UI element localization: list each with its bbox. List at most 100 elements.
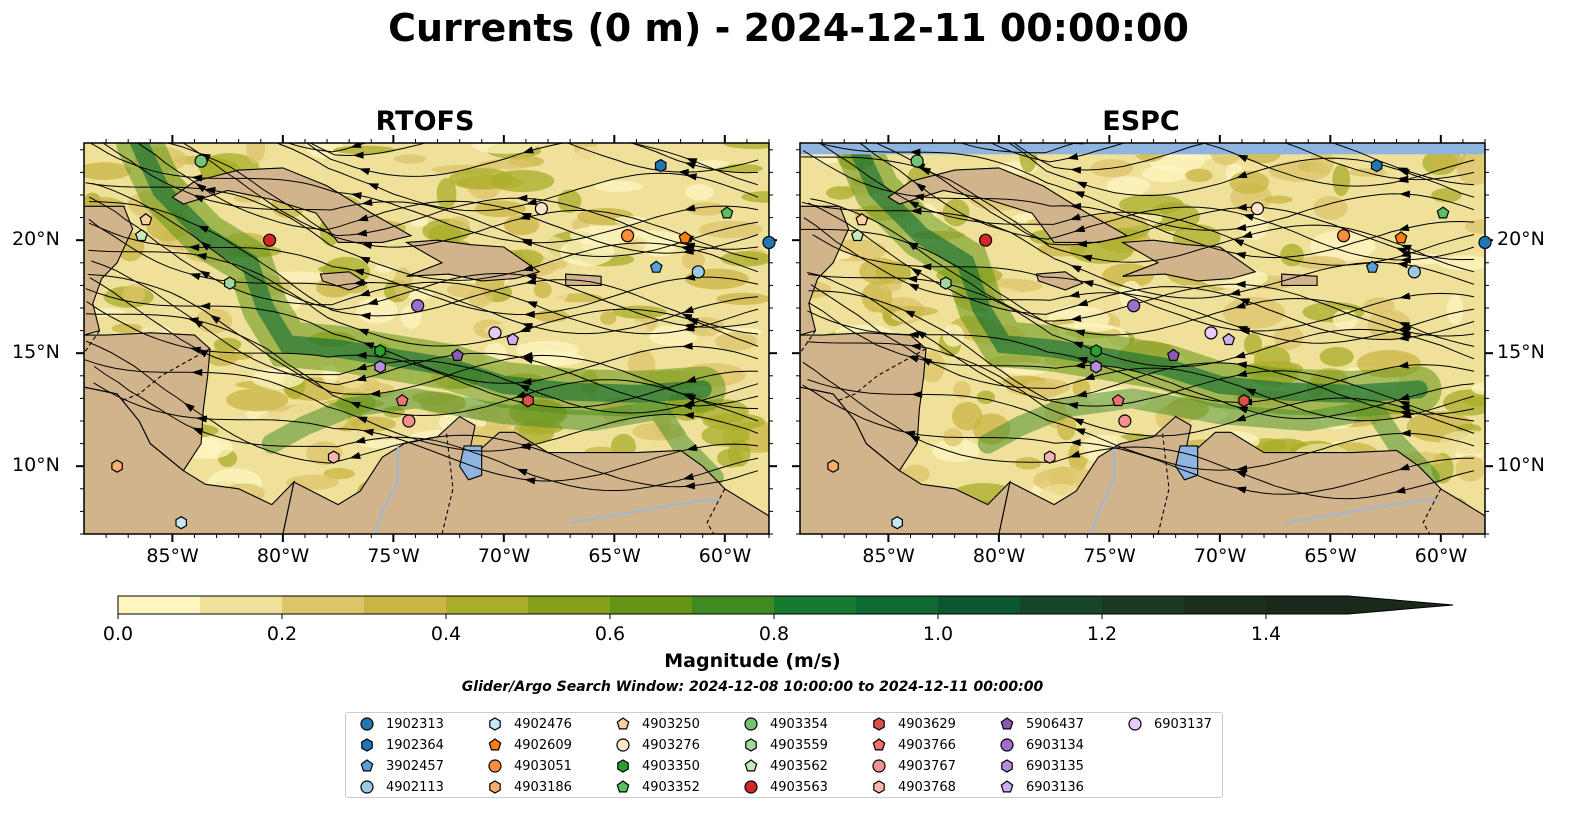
streamline-arrow bbox=[355, 351, 367, 359]
streamline-arrow bbox=[1073, 329, 1086, 337]
country-border bbox=[800, 330, 816, 354]
magnitude-patch bbox=[714, 331, 757, 351]
colorbar-segment bbox=[364, 596, 447, 614]
streamline-arrow bbox=[195, 183, 207, 193]
figure-title: Currents (0 m) - 2024-12-11 00:00:00 bbox=[388, 6, 1189, 50]
legend-marker-icon bbox=[488, 759, 502, 773]
float-marker-4903767 bbox=[402, 414, 416, 428]
streamline-arrow bbox=[362, 428, 374, 436]
streamline-arrow bbox=[357, 214, 369, 222]
streamline-arrow bbox=[359, 289, 371, 297]
magnitude-patch bbox=[1313, 195, 1348, 220]
magnitude-patch bbox=[1243, 333, 1262, 356]
legend-marker-icon bbox=[1128, 717, 1142, 731]
magnitude-patch bbox=[942, 198, 970, 227]
streamline-arrow bbox=[192, 318, 204, 328]
float-marker-4903629 bbox=[522, 394, 534, 408]
legend-item-4903186: 4903186 bbox=[486, 778, 572, 796]
legend-marker-icon bbox=[872, 738, 886, 751]
magnitude-patch bbox=[953, 381, 971, 399]
legend-marker-circle bbox=[360, 780, 374, 794]
float-marker-4902113 bbox=[1407, 265, 1421, 279]
streamline-arrow bbox=[1069, 438, 1081, 447]
streamline-arrow bbox=[209, 314, 221, 324]
float-marker-4903250 bbox=[855, 213, 869, 226]
country-border bbox=[706, 488, 726, 534]
legend-label: 5906437 bbox=[1026, 716, 1084, 732]
legend-marker-icon bbox=[1000, 780, 1014, 793]
streamline-arrow bbox=[362, 342, 375, 350]
magnitude-patch bbox=[1119, 194, 1184, 216]
float-marker-1902313 bbox=[1478, 235, 1492, 250]
streamline-arrow bbox=[192, 66, 203, 74]
streamline-arrow bbox=[682, 412, 695, 420]
colorbar-segment bbox=[1184, 596, 1267, 614]
streamline-arrow bbox=[197, 225, 209, 234]
streamline-arrow bbox=[354, 436, 366, 444]
magnitude-patch bbox=[695, 160, 730, 169]
legend-marker-pentagon bbox=[872, 738, 886, 751]
river bbox=[374, 445, 399, 534]
float-marker-4903767 bbox=[1118, 414, 1132, 428]
legend-label: 4903354 bbox=[770, 716, 828, 732]
magnitude-patch bbox=[317, 264, 350, 274]
legend-label: 4903186 bbox=[514, 779, 572, 795]
legend-item-4903559: 4903559 bbox=[742, 736, 828, 754]
legend-marker-pentagon bbox=[744, 759, 758, 772]
magnitude-patch bbox=[1319, 346, 1354, 367]
streamline bbox=[91, 260, 759, 407]
float-marker-4903563 bbox=[979, 233, 993, 247]
legend-marker-icon bbox=[488, 738, 502, 751]
magnitude-patch bbox=[279, 222, 316, 242]
lon-tick-label: 85°W bbox=[862, 545, 915, 567]
magnitude-patch bbox=[1455, 343, 1485, 359]
streamline-arrow bbox=[1076, 240, 1088, 248]
magnitude-patch bbox=[686, 202, 727, 216]
magnitude-patch bbox=[575, 145, 632, 164]
streamline-arrow bbox=[1234, 251, 1247, 259]
streamline-arrow bbox=[193, 194, 205, 203]
legend-marker-pentagon bbox=[488, 738, 502, 751]
colorbar-tick-label: 0.6 bbox=[594, 623, 626, 645]
legend-label: 3902457 bbox=[386, 758, 444, 774]
land-jamaica bbox=[1035, 271, 1085, 291]
streamline-arrow bbox=[907, 331, 919, 339]
legend-item-4903354: 4903354 bbox=[742, 715, 828, 733]
streamline-arrow bbox=[183, 402, 195, 412]
legend-item-4903276: 4903276 bbox=[614, 736, 700, 754]
streamline-arrow bbox=[914, 76, 925, 85]
legend-item-3902457: 3902457 bbox=[358, 757, 444, 775]
legend-item-4902113: 4902113 bbox=[358, 778, 444, 796]
magnitude-patch bbox=[557, 189, 582, 214]
magnitude-patch bbox=[1309, 150, 1335, 175]
magnitude-patch bbox=[1185, 168, 1213, 183]
legend-marker-circle bbox=[1128, 717, 1142, 731]
magnitude-patch bbox=[1440, 430, 1485, 454]
magnitude-patch bbox=[1456, 153, 1485, 185]
streamline-arrow bbox=[192, 427, 204, 436]
legend-item-4903051: 4903051 bbox=[486, 757, 572, 775]
streamline bbox=[816, 143, 1475, 231]
streamline bbox=[286, 143, 759, 173]
magnitude-patch bbox=[246, 143, 266, 164]
legend-marker-circle bbox=[872, 759, 886, 773]
float-marker-6903137 bbox=[1204, 326, 1218, 340]
streamline-arrow bbox=[203, 125, 214, 132]
current-band-south bbox=[977, 388, 1440, 488]
streamline-arrow bbox=[1238, 298, 1251, 306]
panel-title-rtofs: RTOFS bbox=[375, 106, 475, 137]
legend-marker-icon bbox=[489, 780, 501, 794]
streamline-arrow bbox=[1235, 224, 1247, 232]
magnitude-patch bbox=[84, 162, 132, 180]
magnitude-patch bbox=[751, 467, 769, 492]
streamline-arrow bbox=[1235, 203, 1248, 211]
magnitude-patch bbox=[122, 284, 146, 304]
magnitude-patch bbox=[741, 191, 769, 203]
streamline-arrow bbox=[683, 242, 696, 250]
lon-tick-label: 65°W bbox=[1304, 545, 1357, 567]
magnitude-patch bbox=[723, 143, 769, 150]
streamline-arrow bbox=[907, 283, 920, 292]
magnitude-patch bbox=[251, 368, 305, 389]
streamline-arrow bbox=[912, 122, 923, 130]
streamline-arrow bbox=[520, 378, 532, 386]
